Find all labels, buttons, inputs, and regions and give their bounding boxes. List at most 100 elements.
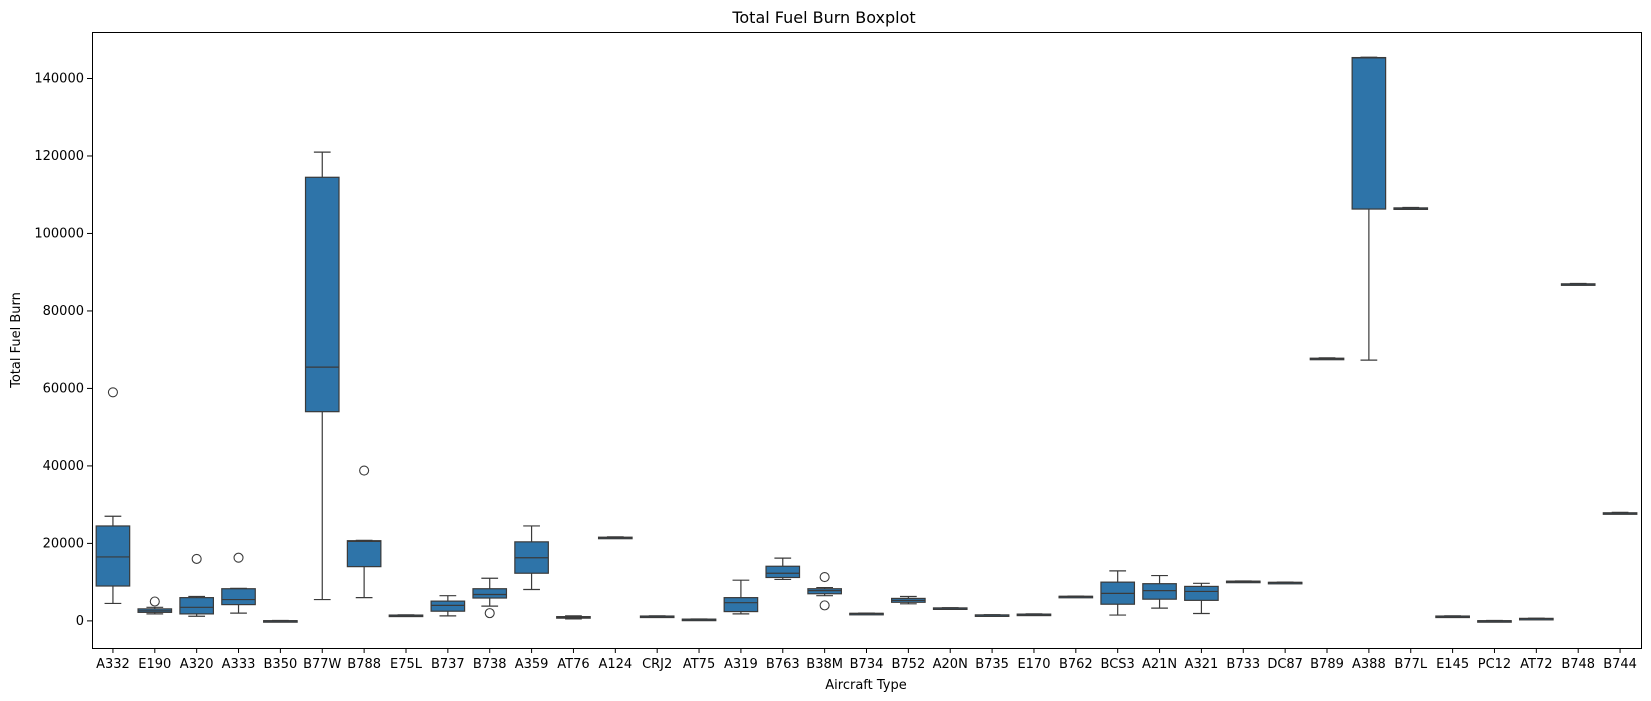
x-tick-label: B77W <box>303 657 341 672</box>
iqr-box <box>221 588 256 606</box>
outlier-point <box>819 600 830 611</box>
box-B77L <box>1393 206 1429 210</box>
outlier-point <box>819 572 830 583</box>
iqr-box <box>179 597 215 615</box>
outlier-point <box>191 553 202 564</box>
plot-area-frame <box>92 32 1642 649</box>
box-B734 <box>849 612 884 616</box>
x-tick-label: E190 <box>138 657 171 672</box>
box-B788 <box>346 465 382 599</box>
x-tick-label: B735 <box>975 657 1009 672</box>
y-tick-label: 140000 <box>34 71 84 86</box>
box-B744 <box>1602 511 1638 515</box>
iqr-box <box>1142 583 1177 600</box>
y-tick-label: 80000 <box>43 304 84 319</box>
x-tick-label: AT75 <box>683 657 715 672</box>
box-A21N <box>1142 574 1177 609</box>
iqr-box <box>472 588 508 599</box>
x-tick-label: E145 <box>1436 657 1469 672</box>
y-axis-label: Total Fuel Burn <box>9 292 24 389</box>
x-tick-label: B752 <box>891 657 925 672</box>
x-axis-label: Aircraft Type <box>825 678 906 693</box>
y-tick-label: 40000 <box>43 459 84 474</box>
x-tick-label: DC87 <box>1267 657 1303 672</box>
x-tick-label: B738 <box>473 657 507 672</box>
x-tick-label: A319 <box>724 657 758 672</box>
box-A20N <box>932 607 968 611</box>
x-tick-label: B763 <box>766 657 800 672</box>
outlier-point <box>233 552 244 563</box>
x-tick-label: A20N <box>933 657 968 672</box>
x-tick-label: A332 <box>96 657 130 672</box>
box-B738 <box>472 577 508 619</box>
iqr-box <box>1351 56 1387 210</box>
box-A359 <box>514 525 549 591</box>
box-E75L <box>388 614 424 618</box>
box-A321 <box>1184 582 1219 615</box>
outlier-point <box>484 608 495 619</box>
outlier-point <box>149 596 160 607</box>
box-E190 <box>137 596 173 615</box>
x-tick-label: B733 <box>1226 657 1260 672</box>
x-tick-label: AT76 <box>557 657 589 672</box>
box-B789 <box>1309 357 1345 361</box>
y-tick-label: 100000 <box>34 226 84 241</box>
x-axis-ticks: A332 E190 A320 A333 B350 B77W B788 E75L B737 B738… <box>96 648 1637 672</box>
box-B762 <box>1058 595 1094 599</box>
x-tick-label: AT72 <box>1520 657 1552 672</box>
x-tick-label: PC12 <box>1478 657 1511 672</box>
x-tick-label: B789 <box>1310 657 1344 672</box>
box-A320 <box>179 553 215 617</box>
chart-title: Total Fuel Burn Boxplot <box>731 8 915 27</box>
x-tick-label: B762 <box>1059 657 1093 672</box>
iqr-box <box>95 525 131 587</box>
x-tick-label: A359 <box>515 657 549 672</box>
box-PC12 <box>1477 619 1512 623</box>
y-tick-label: 60000 <box>43 381 84 396</box>
box-B752 <box>891 595 926 605</box>
iqr-box <box>304 176 340 413</box>
y-tick-label: 0 <box>76 614 84 629</box>
x-tick-label: B77L <box>1394 657 1427 672</box>
outlier-point <box>107 387 118 398</box>
x-tick-label: A388 <box>1352 657 1386 672</box>
x-tick-label: A124 <box>598 657 632 672</box>
outlier-point <box>359 465 370 476</box>
x-tick-label: E170 <box>1017 657 1050 672</box>
y-tick-label: 120000 <box>34 149 84 164</box>
iqr-box <box>765 565 801 579</box>
box-DC87 <box>1267 581 1303 585</box>
box-AT75 <box>681 618 717 622</box>
x-tick-label: A321 <box>1185 657 1219 672</box>
x-tick-label: A333 <box>222 657 256 672</box>
box-BCS3 <box>1100 570 1136 616</box>
box-AT72 <box>1518 617 1554 621</box>
x-tick-label: A21N <box>1142 657 1177 672</box>
box-A319 <box>723 579 759 615</box>
iqr-box <box>430 600 466 612</box>
box-A333 <box>221 552 256 614</box>
x-tick-label: BCS3 <box>1101 657 1135 672</box>
box-AT76 <box>556 615 591 620</box>
box-E145 <box>1435 615 1470 619</box>
box-B748 <box>1560 282 1596 286</box>
box-A388 <box>1351 56 1387 361</box>
iqr-box <box>346 540 382 568</box>
box-CRJ2 <box>639 615 675 619</box>
box-A332 <box>95 387 131 605</box>
box-B77W <box>304 151 340 601</box>
iqr-box <box>1184 585 1219 601</box>
x-tick-label: B788 <box>347 657 381 672</box>
x-tick-label: B748 <box>1561 657 1595 672</box>
box-B350 <box>263 619 298 623</box>
box-series <box>95 56 1638 623</box>
x-tick-label: B350 <box>264 657 298 672</box>
x-tick-label: B737 <box>431 657 465 672</box>
iqr-box <box>723 597 759 613</box>
box-B38M <box>807 572 842 611</box>
x-tick-label: B38M <box>806 657 843 672</box>
box-B735 <box>974 614 1010 617</box>
box-E170 <box>1016 613 1052 617</box>
x-tick-label: A320 <box>180 657 214 672</box>
